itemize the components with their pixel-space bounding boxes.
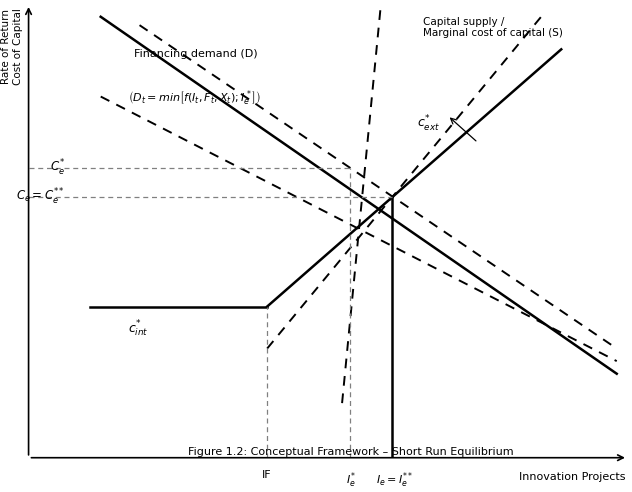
Text: $I_e = I_e^{**}$: $I_e = I_e^{**}$ <box>376 470 413 490</box>
Text: $I_e^{*}$: $I_e^{*}$ <box>346 470 355 490</box>
Text: $\left(D_t = min\left[f(I_t, F_t, X_t); I_e^*\right]\right)$: $\left(D_t = min\left[f(I_t, F_t, X_t); … <box>128 88 262 108</box>
Text: $c_{int}^{*}$: $c_{int}^{*}$ <box>128 319 149 339</box>
Text: $C_e^{*}$: $C_e^{*}$ <box>50 158 64 178</box>
Text: $c_{ext}^{*}$: $c_{ext}^{*}$ <box>417 114 440 134</box>
Text: Innovation Projects: Innovation Projects <box>519 472 625 483</box>
Text: Capital supply /
Marginal cost of capital (S): Capital supply / Marginal cost of capita… <box>423 17 562 38</box>
Text: Figure 1.2: Conceptual Framework – Short Run Equilibrium: Figure 1.2: Conceptual Framework – Short… <box>188 447 513 457</box>
Text: $C_e = C_e^{**}$: $C_e = C_e^{**}$ <box>16 187 64 208</box>
Text: Financing demand (D): Financing demand (D) <box>134 49 258 59</box>
Text: Rate of Return
Cost of Capital: Rate of Return Cost of Capital <box>1 8 23 85</box>
Text: IF: IF <box>262 470 272 480</box>
